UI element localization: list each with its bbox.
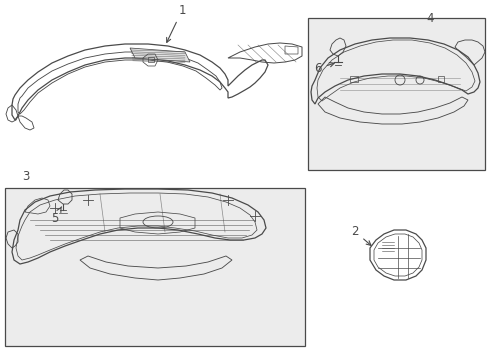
Text: 5: 5: [51, 207, 61, 225]
Bar: [438, 76, 444, 82]
Bar: [350, 76, 358, 82]
Bar: [148, 57, 154, 62]
Bar: [308, 18, 485, 170]
Text: 3: 3: [22, 170, 29, 183]
Polygon shape: [130, 48, 190, 62]
Bar: [5, 188, 305, 346]
Text: 6: 6: [314, 62, 334, 75]
Text: 2: 2: [351, 225, 371, 246]
Text: 4: 4: [426, 12, 434, 25]
Text: 1: 1: [167, 4, 186, 42]
